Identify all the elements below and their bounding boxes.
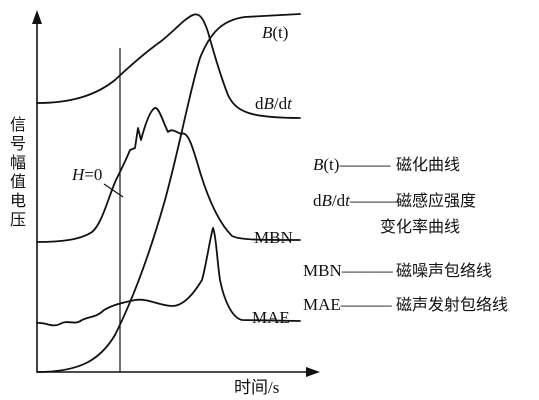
legend-bt-row: B(t)——— [313,155,391,174]
x-axis-arrow [306,367,320,377]
legend-dbdt-b: B [322,191,333,210]
legend-dbdt-d1: d [313,191,322,210]
bt-label: B(t) [262,23,288,42]
dbdt-curve [36,13,301,119]
legend-mae-desc: 磁声发射包络线 [396,295,508,314]
legend-dbdt-row: dB/dt——— [313,191,402,210]
mae-label: MAE [252,308,290,327]
axes [32,10,320,377]
bt-curve [36,13,301,373]
dbdt-label-slash: /d [274,94,288,113]
dbdt-label-d: d [255,94,264,113]
legend-dbdt-desc-line1: 磁感应强度 [396,191,476,210]
y-axis-label-char: 幅 [10,153,26,172]
legend-dbdt-dash: ——— [349,191,402,210]
y-axis-label-char: 号 [10,134,26,153]
legend-dbdt-slash: /d [332,191,346,210]
y-axis-label: 信号幅值电压 [10,115,26,229]
dbdt-label-b: B [264,94,275,113]
h-zero-label-rest: =0 [84,165,102,184]
legend-bt-dash: ——— [338,155,391,174]
legend-mae-key: MAE [303,295,341,314]
legend-dbdt-t: t [345,191,351,210]
y-axis-arrow [32,10,42,24]
h-zero-label: H=0 [71,165,102,184]
legend-mbn-row: MBN——— [303,261,394,280]
legend-bt-key-italic: B [313,155,324,174]
legend-mae-dash: ——— [340,295,393,314]
mae-curve [36,227,301,327]
legend-dbdt-desc-line2: 变化率曲线 [380,217,460,236]
legend-mbn-dash: ——— [341,261,394,280]
legend-mbn-key: MBN [303,261,342,280]
legend-mbn-desc: 磁噪声包络线 [396,261,492,280]
y-axis-label-char: 电 [10,191,26,210]
bt-label-rest: (t) [272,23,288,42]
y-axis-label-char: 信 [10,115,26,134]
legend: B(t)——— 磁化曲线 dB/dt——— 磁感应强度 变化率曲线 MBN———… [303,155,508,314]
y-axis-label-char: 值 [10,172,26,191]
dbdt-label: dB/dt [255,94,293,113]
dbdt-label-t: t [287,94,293,113]
mbn-label: MBN [254,228,293,247]
x-axis-label: 时间/s [234,378,279,397]
legend-mae-row: MAE——— [303,295,393,314]
y-axis-label-char: 压 [10,210,26,229]
h-zero-label-italic: H [71,165,86,184]
legend-bt-key-rest: (t) [323,155,339,174]
y-axis-label-text: 信号幅值电压 [10,115,26,229]
legend-bt-desc: 磁化曲线 [396,155,460,174]
bt-label-italic: B [262,23,273,42]
h-zero-leader [103,183,124,198]
mbn-curve [36,107,301,243]
